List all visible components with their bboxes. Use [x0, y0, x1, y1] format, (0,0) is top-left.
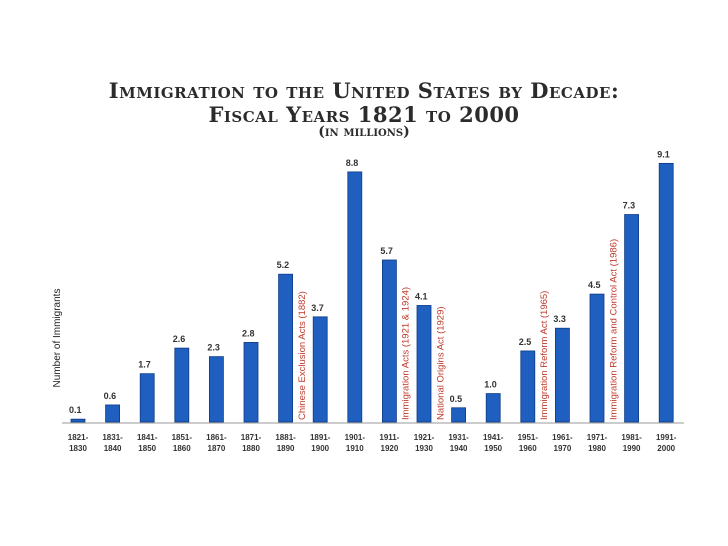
- bar-7: [312, 316, 328, 423]
- bar-13: [520, 350, 536, 423]
- x-tick-label-14-1: 1970: [554, 444, 572, 453]
- value-label-8: 8.8: [346, 158, 359, 168]
- x-tick-label-15-1: 1980: [588, 444, 606, 453]
- x-tick-label-1-0: 1831-: [102, 433, 123, 442]
- bar-3: [174, 347, 190, 423]
- bar-16: [624, 214, 639, 423]
- x-tick-label-2-0: 1841-: [137, 433, 158, 442]
- annotation-3: Immigration Reform Act (1965): [539, 291, 550, 420]
- bar-4: [208, 356, 224, 423]
- x-tick-label-9-0: 1911-: [379, 433, 399, 442]
- x-tick-label-3-1: 1860: [173, 444, 191, 453]
- value-label-10: 4.1: [415, 291, 428, 301]
- x-tick-label-16-0: 1981-: [621, 433, 642, 442]
- bar-11: [451, 407, 467, 423]
- x-tick-label-13-0: 1951-: [518, 433, 539, 442]
- x-tick-label-11-1: 1940: [450, 444, 468, 453]
- x-tick-label-14-0: 1961-: [552, 433, 573, 442]
- bar-8: [347, 171, 363, 423]
- annotation-4: Immigration Reform and Control Act (1986…: [608, 239, 619, 420]
- x-tick-label-4-0: 1861-: [206, 433, 227, 442]
- value-label-2: 1.7: [138, 360, 151, 370]
- value-label-6: 5.2: [277, 260, 290, 270]
- value-label-0: 0.1: [69, 405, 82, 415]
- x-tick-label-7-1: 1900: [311, 444, 329, 453]
- x-tick-label-8-0: 1901-: [345, 433, 366, 442]
- value-label-1: 0.6: [104, 391, 117, 401]
- x-tick-label-6-1: 1890: [277, 444, 295, 453]
- value-label-9: 5.7: [380, 246, 393, 256]
- x-tick-label-17-1: 2000: [657, 444, 675, 453]
- x-tick-label-3-0: 1851-: [172, 433, 193, 442]
- value-label-7: 3.7: [311, 303, 324, 313]
- bar-1: [105, 404, 120, 423]
- value-label-14: 3.3: [553, 314, 566, 324]
- y-axis-label: Number of Immigrants: [52, 289, 63, 388]
- value-label-12: 1.0: [484, 380, 497, 390]
- value-label-4: 2.3: [207, 343, 220, 353]
- x-tick-label-15-0: 1971-: [587, 433, 608, 442]
- bar-14: [555, 327, 570, 423]
- value-label-5: 2.8: [242, 328, 255, 338]
- x-tick-label-0-0: 1821-: [68, 433, 89, 442]
- value-label-17: 9.1: [657, 149, 670, 159]
- x-tick-label-4-1: 1870: [208, 444, 226, 453]
- bar-15: [589, 293, 605, 423]
- bar-9: [381, 259, 397, 423]
- annotation-0: Chinese Exclusion Acts (1882): [297, 291, 308, 420]
- x-tick-label-17-0: 1991-: [656, 433, 677, 442]
- bar-2: [139, 373, 155, 423]
- x-tick-label-12-0: 1941-: [483, 433, 504, 442]
- chart-title-line1: Immigration to the United States by Deca…: [108, 78, 620, 103]
- x-tick-label-5-0: 1871-: [241, 433, 262, 442]
- x-tick-label-9-1: 1920: [381, 444, 399, 453]
- value-label-3: 2.6: [173, 334, 186, 344]
- bar-17: [658, 162, 674, 423]
- x-tick-label-16-1: 1990: [623, 444, 641, 453]
- x-tick-label-10-1: 1930: [415, 444, 433, 453]
- x-tick-label-6-0: 1881-: [275, 433, 296, 442]
- annotation-1: Immigration Acts (1921 & 1924): [401, 287, 412, 420]
- x-tick-label-13-1: 1960: [519, 444, 537, 453]
- value-label-13: 2.5: [519, 337, 532, 347]
- value-label-15: 4.5: [588, 280, 601, 290]
- x-tick-label-12-1: 1950: [484, 444, 502, 453]
- value-label-16: 7.3: [623, 201, 636, 211]
- x-tick-label-7-0: 1891-: [310, 433, 331, 442]
- bar-10: [416, 305, 432, 423]
- chart-subtitle: (in millions): [318, 124, 410, 140]
- value-label-11: 0.5: [450, 394, 463, 404]
- bar-6: [278, 273, 294, 423]
- chart-title-line2: Fiscal Years 1821 to 2000: [208, 102, 520, 127]
- x-tick-label-11-0: 1931-: [448, 433, 469, 442]
- x-tick-label-0-1: 1830: [69, 444, 87, 453]
- x-tick-label-10-0: 1921-: [414, 433, 435, 442]
- x-tick-label-8-1: 1910: [346, 444, 364, 453]
- x-tick-label-2-1: 1850: [138, 444, 156, 453]
- bar-0: [70, 418, 86, 423]
- bar-5: [243, 342, 259, 423]
- bar-12: [485, 393, 501, 423]
- annotation-2: National Origins Act (1929): [435, 306, 446, 420]
- bar-series: 0.1 1821- 1830 0.6 1831- 1840 1.7 1841- 1850 2.6 1…: [68, 149, 677, 453]
- x-tick-label-1-1: 1840: [104, 444, 122, 453]
- x-tick-label-5-1: 1880: [242, 444, 260, 453]
